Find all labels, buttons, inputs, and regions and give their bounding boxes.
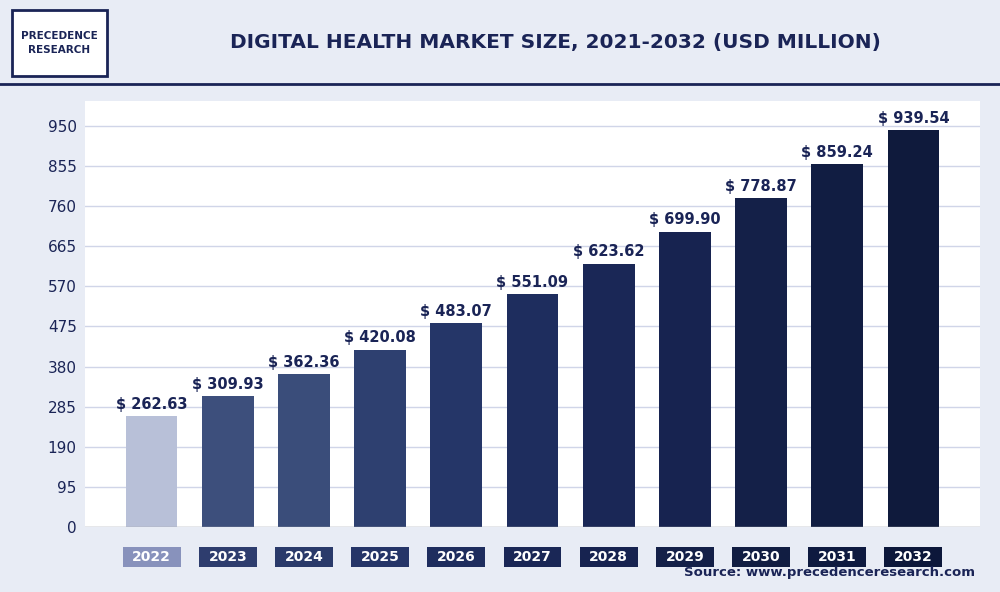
Text: $ 262.63: $ 262.63 bbox=[116, 397, 187, 412]
Text: $ 778.87: $ 778.87 bbox=[725, 179, 797, 194]
FancyBboxPatch shape bbox=[427, 547, 485, 567]
Bar bbox=[126, 416, 177, 527]
Text: $ 699.90: $ 699.90 bbox=[649, 213, 721, 227]
Bar bbox=[811, 164, 863, 527]
Text: $ 623.62: $ 623.62 bbox=[573, 244, 644, 259]
Text: $ 859.24: $ 859.24 bbox=[801, 145, 873, 160]
FancyBboxPatch shape bbox=[580, 547, 638, 567]
Text: Source: www.precedenceresearch.com: Source: www.precedenceresearch.com bbox=[684, 566, 975, 579]
Text: 2024: 2024 bbox=[285, 550, 323, 564]
Bar bbox=[583, 263, 635, 527]
FancyBboxPatch shape bbox=[199, 547, 257, 567]
FancyBboxPatch shape bbox=[504, 547, 561, 567]
Text: 2028: 2028 bbox=[589, 550, 628, 564]
FancyBboxPatch shape bbox=[12, 10, 107, 76]
Text: $ 483.07: $ 483.07 bbox=[420, 304, 492, 319]
FancyBboxPatch shape bbox=[656, 547, 714, 567]
Text: 2026: 2026 bbox=[437, 550, 476, 564]
Text: $ 362.36: $ 362.36 bbox=[268, 355, 340, 370]
Text: DIGITAL HEALTH MARKET SIZE, 2021-2032 (USD MILLION): DIGITAL HEALTH MARKET SIZE, 2021-2032 (U… bbox=[230, 33, 880, 53]
Text: 2025: 2025 bbox=[361, 550, 400, 564]
Text: 2031: 2031 bbox=[818, 550, 857, 564]
Bar bbox=[888, 130, 939, 527]
Text: 2027: 2027 bbox=[513, 550, 552, 564]
FancyBboxPatch shape bbox=[884, 547, 942, 567]
Bar bbox=[278, 374, 330, 527]
Bar bbox=[354, 350, 406, 527]
Bar bbox=[202, 396, 254, 527]
Text: 2030: 2030 bbox=[742, 550, 780, 564]
Text: $ 939.54: $ 939.54 bbox=[878, 111, 949, 126]
Bar bbox=[659, 231, 711, 527]
FancyBboxPatch shape bbox=[732, 547, 790, 567]
FancyBboxPatch shape bbox=[275, 547, 333, 567]
Text: PRECEDENCE
RESEARCH: PRECEDENCE RESEARCH bbox=[21, 31, 97, 55]
Bar bbox=[507, 294, 558, 527]
Text: $ 551.09: $ 551.09 bbox=[496, 275, 568, 290]
FancyBboxPatch shape bbox=[123, 547, 181, 567]
Text: 2029: 2029 bbox=[665, 550, 704, 564]
Text: 2032: 2032 bbox=[894, 550, 933, 564]
FancyBboxPatch shape bbox=[808, 547, 866, 567]
Text: 2022: 2022 bbox=[132, 550, 171, 564]
Text: $ 420.08: $ 420.08 bbox=[344, 330, 416, 345]
Bar bbox=[735, 198, 787, 527]
FancyBboxPatch shape bbox=[351, 547, 409, 567]
Text: 2023: 2023 bbox=[208, 550, 247, 564]
Text: $ 309.93: $ 309.93 bbox=[192, 377, 264, 392]
Bar bbox=[430, 323, 482, 527]
